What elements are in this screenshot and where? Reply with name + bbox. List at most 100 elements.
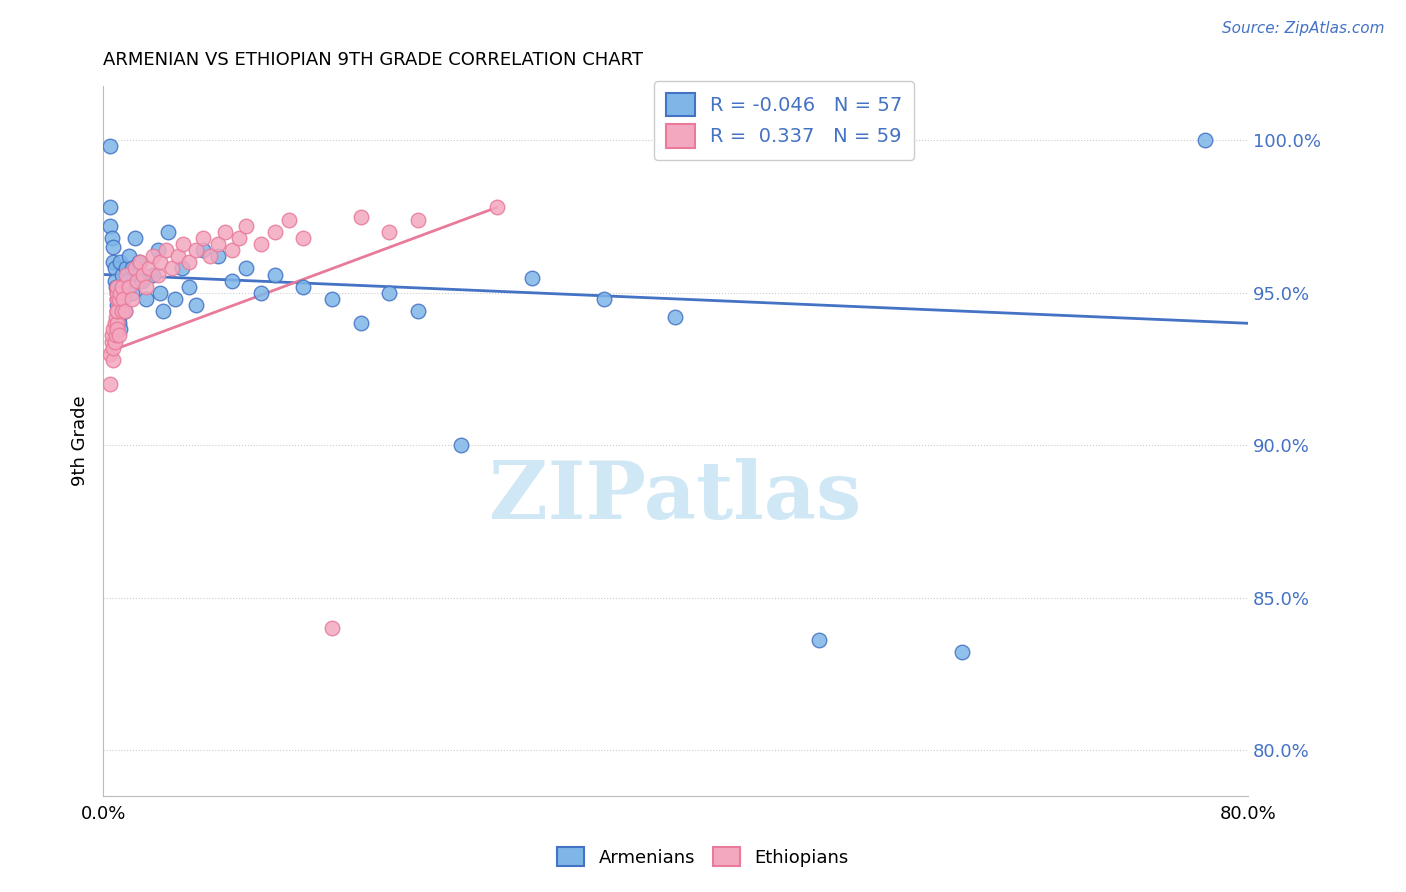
Y-axis label: 9th Grade: 9th Grade (72, 395, 89, 486)
Point (155, 243, 177, 257)
Point (378, 225, 401, 239)
Point (124, 231, 146, 245)
Point (124, 261, 146, 276)
Point (103, 261, 125, 276)
Point (108, 316, 131, 330)
Point (98, 219, 121, 233)
Point (110, 285, 132, 300)
Point (249, 237, 271, 252)
Point (135, 279, 157, 293)
Point (142, 268, 165, 282)
Point (101, 240, 124, 254)
Point (107, 285, 129, 300)
Point (807, 633, 830, 648)
Point (101, 322, 124, 336)
Point (664, 310, 686, 325)
Point (142, 249, 165, 263)
Point (107, 279, 129, 293)
Point (100, 328, 122, 343)
Point (101, 255, 124, 269)
Point (111, 268, 134, 282)
Point (184, 243, 207, 257)
Point (149, 255, 172, 269)
Point (146, 243, 169, 257)
Point (98, 377, 121, 392)
Point (129, 255, 152, 269)
Point (200, 249, 222, 263)
Point (108, 328, 131, 343)
Point (170, 261, 193, 276)
Text: ARMENIAN VS ETHIOPIAN 9TH GRADE CORRELATION CHART: ARMENIAN VS ETHIOPIAN 9TH GRADE CORRELAT… (103, 51, 643, 69)
Point (522, 270, 544, 285)
Point (235, 219, 257, 233)
Point (450, 438, 472, 452)
Point (152, 304, 174, 318)
Point (193, 243, 215, 257)
Point (101, 341, 124, 355)
Point (485, 201, 508, 215)
Point (406, 304, 429, 318)
Point (112, 292, 135, 306)
Point (160, 261, 183, 276)
Point (98, 201, 121, 215)
Point (114, 304, 136, 318)
Point (107, 285, 129, 300)
Point (121, 292, 143, 306)
Point (166, 249, 188, 263)
Point (406, 212, 429, 227)
Point (221, 243, 243, 257)
Text: Source: ZipAtlas.com: Source: ZipAtlas.com (1222, 21, 1385, 36)
Point (98, 139, 121, 153)
Legend: Armenians, Ethiopians: Armenians, Ethiopians (550, 840, 856, 874)
Point (115, 261, 138, 276)
Point (149, 285, 172, 300)
Point (156, 225, 179, 239)
Point (184, 298, 207, 312)
Point (105, 310, 128, 325)
Point (107, 292, 129, 306)
Point (292, 279, 315, 293)
Point (107, 298, 129, 312)
Point (163, 292, 186, 306)
Legend: R = -0.046   N = 57, R =  0.337   N = 59: R = -0.046 N = 57, R = 0.337 N = 59 (654, 81, 914, 160)
Point (378, 285, 401, 300)
Point (593, 292, 616, 306)
Point (117, 274, 139, 288)
Point (128, 255, 150, 269)
Point (146, 268, 169, 282)
Point (263, 268, 285, 282)
Point (321, 292, 343, 306)
Point (350, 316, 373, 330)
Point (263, 225, 285, 239)
Point (107, 292, 129, 306)
Point (118, 279, 141, 293)
Point (131, 274, 153, 288)
Point (950, 645, 973, 659)
Point (103, 334, 125, 349)
Point (103, 316, 125, 330)
Point (228, 231, 250, 245)
Point (1194, 133, 1216, 147)
Point (100, 334, 122, 349)
Point (100, 231, 122, 245)
Point (111, 279, 134, 293)
Point (115, 268, 138, 282)
Point (121, 261, 143, 276)
Point (111, 304, 134, 318)
Point (177, 279, 200, 293)
Point (108, 292, 131, 306)
Point (110, 255, 132, 269)
Point (107, 304, 129, 318)
Point (235, 261, 257, 276)
Point (107, 304, 129, 318)
Point (118, 249, 141, 263)
Point (98, 347, 121, 361)
Point (207, 249, 229, 263)
Point (114, 304, 136, 318)
Point (105, 328, 128, 343)
Text: ZIPatlas: ZIPatlas (489, 458, 862, 536)
Point (321, 621, 343, 635)
Point (112, 292, 135, 306)
Point (107, 316, 129, 330)
Point (105, 279, 128, 293)
